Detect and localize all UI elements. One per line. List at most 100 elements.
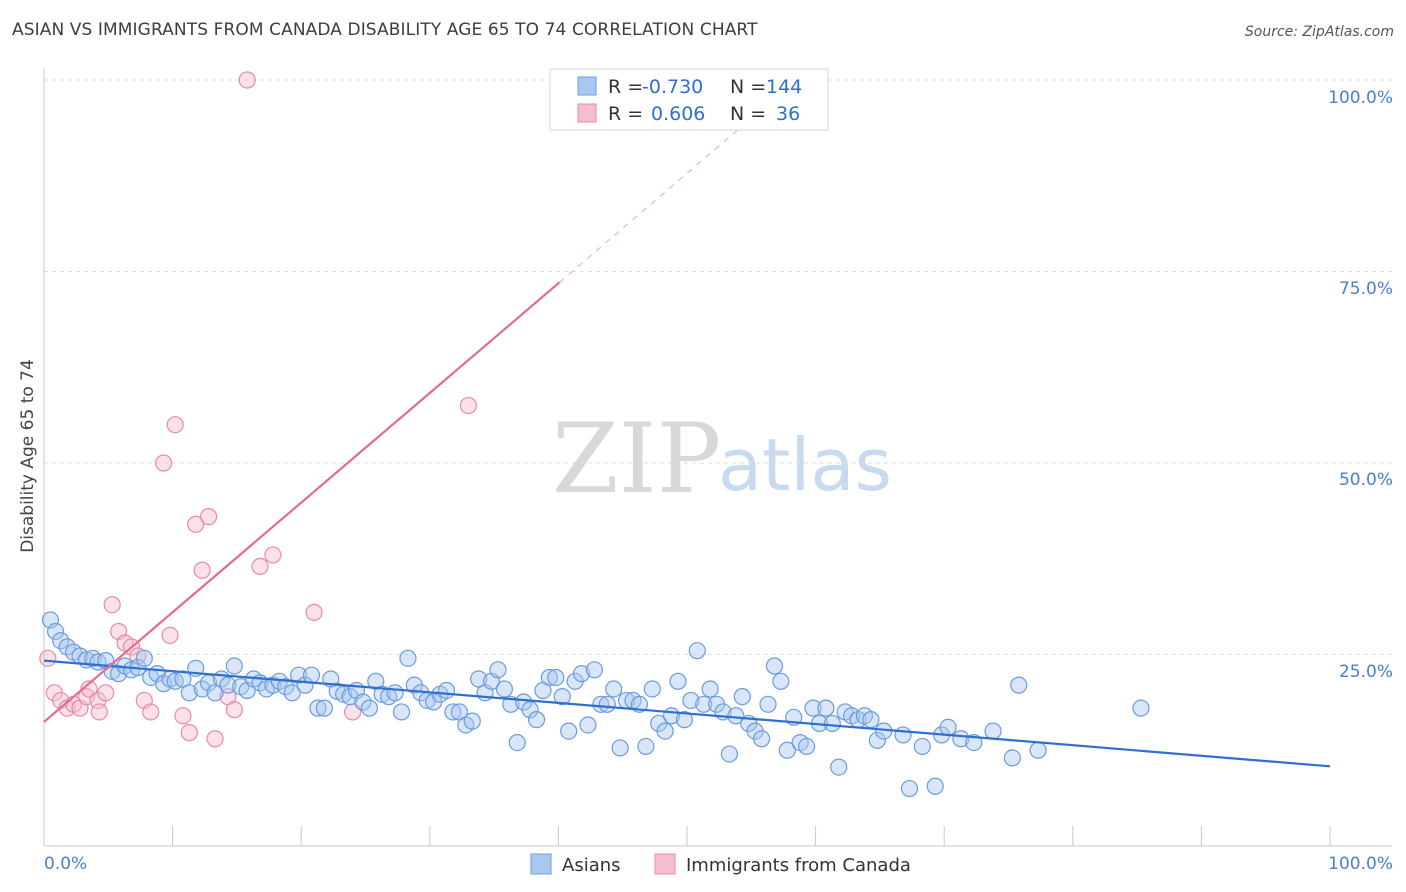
asians-point-133 <box>913 737 931 756</box>
y-tick-label-25: 25.0% <box>1339 662 1393 682</box>
legend-swatch-canada <box>577 103 597 123</box>
canada-point-30 <box>251 557 269 576</box>
asians-point-78 <box>540 668 558 687</box>
asians-point-128 <box>862 711 880 729</box>
asians-point-102 <box>695 695 713 713</box>
canada-point-9 <box>90 703 108 721</box>
asians-point-28 <box>219 676 237 694</box>
asians-point-111 <box>752 730 771 748</box>
asians-point-119 <box>804 699 822 717</box>
asians-point-38 <box>283 684 301 702</box>
asians-point-55 <box>392 703 411 721</box>
series-canada-points <box>39 71 569 748</box>
asians-point-103 <box>701 680 719 698</box>
y-tick-label-75: 75.0% <box>1339 279 1393 299</box>
asians-point-96 <box>656 722 674 740</box>
asians-point-41 <box>302 666 321 684</box>
asians-point-66 <box>463 712 481 730</box>
legend: R = -0.730 N = 144 R = 0.606 N = 36 <box>549 68 829 131</box>
series-asians-points <box>41 611 1150 798</box>
asians-point-70 <box>489 661 507 679</box>
legend-n-value-asians: 144 <box>766 76 802 98</box>
canada-point-21 <box>174 707 192 725</box>
canada-point-32 <box>305 603 323 621</box>
canada-point-10 <box>97 684 115 702</box>
legend-r-value-canada: 0.606 <box>651 103 705 125</box>
asians-point-79 <box>547 668 565 687</box>
canada-trend-line <box>43 281 561 723</box>
asians-point-136 <box>939 718 957 736</box>
canada-point-19 <box>161 626 179 644</box>
asians-point-141 <box>1010 676 1028 694</box>
asians-point-56 <box>399 649 417 667</box>
legend-r-label-asians: R = <box>608 76 643 98</box>
asians-point-71 <box>495 680 513 698</box>
y-tick-label-50: 50.0% <box>1339 470 1393 490</box>
asians-point-143 <box>1132 699 1150 717</box>
y-axis-label: Disability Age 65 to 74 <box>18 359 38 553</box>
asians-point-88 <box>605 680 623 698</box>
asians-point-49 <box>354 693 372 711</box>
asians-point-108 <box>733 688 751 706</box>
asians-point-142 <box>1029 741 1047 759</box>
asians-point-115 <box>778 741 796 759</box>
asians-point-99 <box>675 711 694 729</box>
bottom-legend-swatch-asians <box>530 853 552 875</box>
asians-point-22 <box>180 684 198 702</box>
asians-point-84 <box>579 716 597 734</box>
trend-lines <box>43 117 1331 768</box>
asians-point-106 <box>720 745 739 763</box>
asians-point-98 <box>669 672 687 690</box>
asians-point-47 <box>341 688 359 706</box>
legend-n-label-canada: N = <box>730 103 766 125</box>
asians-point-134 <box>926 777 944 795</box>
asians-point-1 <box>46 622 65 641</box>
asians-point-50 <box>360 699 378 717</box>
y-tick-label-100: 100.0% <box>1328 88 1393 108</box>
asians-point-101 <box>688 642 706 660</box>
asians-point-138 <box>965 733 983 752</box>
chart-title: ASIAN VS IMMIGRANTS FROM CANADA DISABILI… <box>12 20 758 40</box>
asians-point-29 <box>225 657 243 675</box>
x-tick-label-min: 0.0% <box>44 854 87 874</box>
canada-point-0 <box>39 649 57 667</box>
watermark: ZIP atlas <box>552 403 892 515</box>
asians-point-54 <box>386 684 404 702</box>
canada-point-31 <box>264 546 282 564</box>
asians-point-118 <box>797 737 816 756</box>
asians-point-129 <box>868 731 886 749</box>
asians-point-39 <box>290 666 308 684</box>
canada-point-22 <box>180 724 198 742</box>
asians-point-26 <box>206 684 224 702</box>
canada-point-23 <box>187 515 205 533</box>
canada-point-29 <box>238 71 256 89</box>
asians-point-80 <box>553 688 571 706</box>
asians-point-121 <box>817 699 835 717</box>
canada-point-26 <box>206 730 224 748</box>
asians-point-85 <box>585 661 604 679</box>
asians-point-131 <box>894 726 912 744</box>
asians-point-76 <box>527 711 546 729</box>
canada-point-34 <box>459 396 477 415</box>
asians-point-37 <box>277 678 295 696</box>
watermark-zip: ZIP <box>552 403 721 515</box>
canada-point-20 <box>166 416 184 434</box>
asians-point-43 <box>315 699 333 717</box>
asians-point-140 <box>1003 749 1021 767</box>
grid <box>44 79 1392 655</box>
asians-point-62 <box>437 681 456 700</box>
asians-point-93 <box>637 737 655 756</box>
canada-point-17 <box>142 703 160 721</box>
legend-n-value-canada: 36 <box>776 103 800 125</box>
asians-trend-line <box>43 659 1331 768</box>
canada-point-11 <box>103 596 121 614</box>
asians-point-123 <box>830 758 848 776</box>
watermark-atlas: atlas <box>718 423 892 507</box>
x-axis-ticks <box>172 826 1331 846</box>
asians-point-122 <box>823 714 841 733</box>
asians-point-100 <box>682 691 700 710</box>
asians-point-113 <box>765 657 784 675</box>
asians-point-15 <box>135 649 153 667</box>
asians-point-83 <box>572 665 591 683</box>
source-label: Source: ZipAtlas.com <box>1244 24 1394 40</box>
